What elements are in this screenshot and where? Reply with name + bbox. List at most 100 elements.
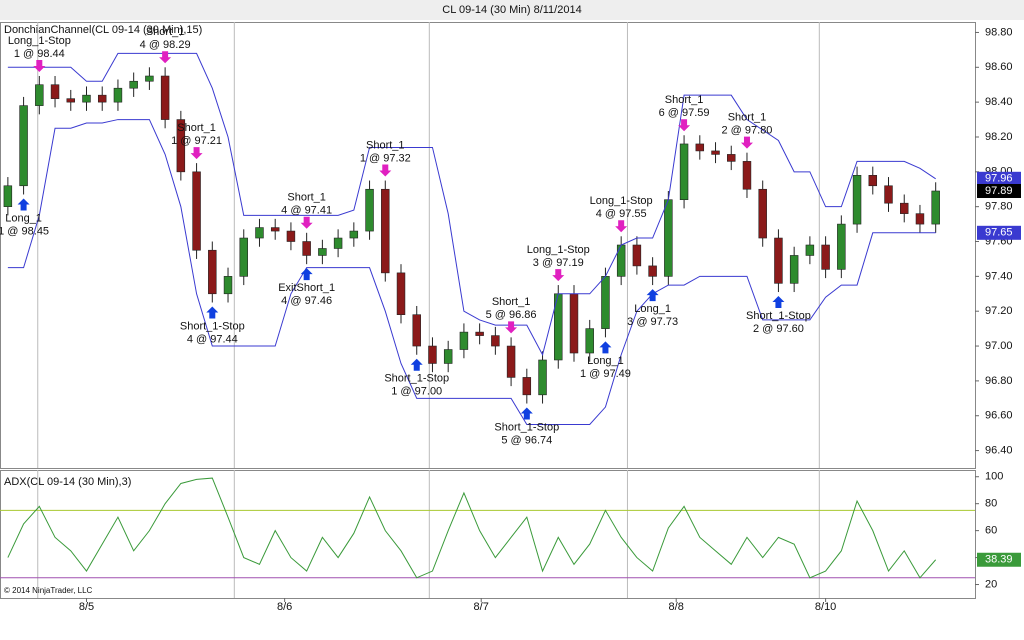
- candle-body: [381, 188, 390, 274]
- trade-label: Long_1-Stop: [527, 244, 590, 256]
- buy-arrow: [206, 306, 219, 319]
- candle-body: [679, 143, 689, 201]
- y-tick-label: 98.60: [985, 61, 1013, 73]
- price-flag: [977, 171, 1021, 186]
- sell-arrow: [678, 119, 691, 132]
- candle-body: [412, 314, 421, 347]
- candle-body: [35, 84, 44, 106]
- sell-arrow: [505, 321, 518, 334]
- trade-label: Short_1: [287, 192, 326, 204]
- trade-label: 1 @ 97.21: [171, 135, 222, 147]
- value-flag: [977, 552, 1021, 567]
- copyright: © 2014 NinjaTrader, LLC: [4, 586, 93, 595]
- x-tick-label: 8/10: [815, 601, 836, 613]
- buy-arrow: [599, 341, 612, 354]
- candle-body: [160, 75, 170, 120]
- trade-label: Short_1: [177, 122, 216, 134]
- candle-body: [632, 244, 642, 267]
- price-flag: [977, 225, 1021, 240]
- trade-label: Long_1: [634, 303, 671, 315]
- trade-label: 1 @ 97.32: [360, 152, 411, 164]
- y-tick-label: 96.40: [985, 444, 1013, 456]
- candle-body: [270, 227, 280, 232]
- candle-body: [443, 349, 453, 364]
- buy-arrow: [17, 198, 30, 211]
- trade-label: 1 @ 97.49: [580, 368, 631, 380]
- candle-body: [648, 265, 657, 277]
- candle-body: [396, 272, 406, 315]
- candle-body: [695, 143, 705, 152]
- sell-arrow: [159, 51, 172, 64]
- candle-body: [302, 241, 311, 256]
- candle-body: [569, 293, 579, 354]
- candle-body: [66, 98, 75, 103]
- buy-arrow: [772, 296, 785, 309]
- sell-arrow: [552, 269, 565, 282]
- candle-body: [522, 377, 532, 396]
- candle-body: [19, 105, 28, 187]
- candle-body: [852, 175, 862, 225]
- value-flag-label: 38.39: [985, 554, 1013, 566]
- y-tick-label: 98.40: [985, 96, 1013, 108]
- trade-label: 1 @ 97.00: [391, 386, 442, 398]
- panel-title: ADX(CL 09-14 (30 Min),3): [4, 476, 131, 488]
- y-tick-label: 97.00: [985, 340, 1013, 352]
- candle-body: [223, 276, 233, 295]
- sell-arrow: [300, 216, 313, 229]
- sell-arrow: [740, 136, 753, 149]
- candle-body: [318, 248, 327, 256]
- trade-label: Short_1: [146, 26, 185, 38]
- y-tick-label: 97.20: [985, 305, 1013, 317]
- y-tick-label: 97.40: [985, 270, 1013, 282]
- candle-body: [538, 359, 547, 396]
- candle-body: [192, 171, 201, 251]
- price-flag: [977, 183, 1021, 198]
- sell-arrow: [379, 164, 392, 177]
- adx-line: [7, 477, 937, 579]
- candle-body: [931, 190, 940, 225]
- candle-body: [239, 237, 248, 277]
- candle-body: [475, 331, 484, 336]
- trade-label: Short_1-Stop: [494, 421, 559, 433]
- trade-label: 5 @ 96.74: [501, 434, 552, 446]
- price-flag-label: 97.96: [985, 173, 1013, 185]
- sell-arrow: [615, 220, 628, 233]
- donchian-lower: [7, 119, 936, 425]
- trade-label: Short_1: [728, 112, 767, 124]
- trade-label: 6 @ 97.59: [659, 107, 710, 119]
- candle-body: [129, 80, 138, 89]
- candle-body: [82, 94, 91, 103]
- trade-label: 2 @ 97.60: [753, 323, 804, 335]
- y-tick-label: 98.80: [985, 26, 1013, 38]
- trade-label: Long_1: [587, 355, 624, 367]
- y-tick-label: 97.80: [985, 201, 1013, 213]
- candle-body: [428, 345, 437, 364]
- trade-label: 4 @ 97.41: [281, 205, 332, 217]
- trade-label: 4 @ 97.55: [596, 208, 647, 220]
- window-title: CL 09-14 (30 Min) 8/11/2014: [442, 4, 581, 16]
- candle-body: [664, 199, 673, 277]
- candle-body: [789, 255, 799, 284]
- trade-label: Long_1: [5, 212, 42, 224]
- trade-label: Short_1-Stop: [180, 320, 245, 332]
- price-flag-label: 97.89: [985, 185, 1013, 197]
- candle-body: [97, 94, 107, 103]
- candle-body: [459, 331, 469, 350]
- candle-body: [585, 328, 594, 354]
- candle-body: [805, 244, 815, 256]
- trade-label: Long_1-Stop: [590, 195, 653, 207]
- trade-label: 1 @ 98.44: [14, 48, 65, 60]
- candle-body: [208, 249, 217, 295]
- candle-body: [821, 244, 830, 270]
- candle-body: [758, 188, 767, 239]
- trade-label: Long_1-Stop: [8, 35, 71, 47]
- candle-body: [113, 87, 123, 103]
- candle-body: [915, 213, 925, 225]
- trade-label: 2 @ 97.80: [722, 125, 773, 137]
- candle-body: [868, 175, 878, 187]
- buy-arrow: [646, 289, 659, 302]
- candle-body: [774, 237, 783, 284]
- trade-label: 4 @ 97.44: [187, 333, 238, 345]
- x-tick-label: 8/7: [474, 601, 489, 613]
